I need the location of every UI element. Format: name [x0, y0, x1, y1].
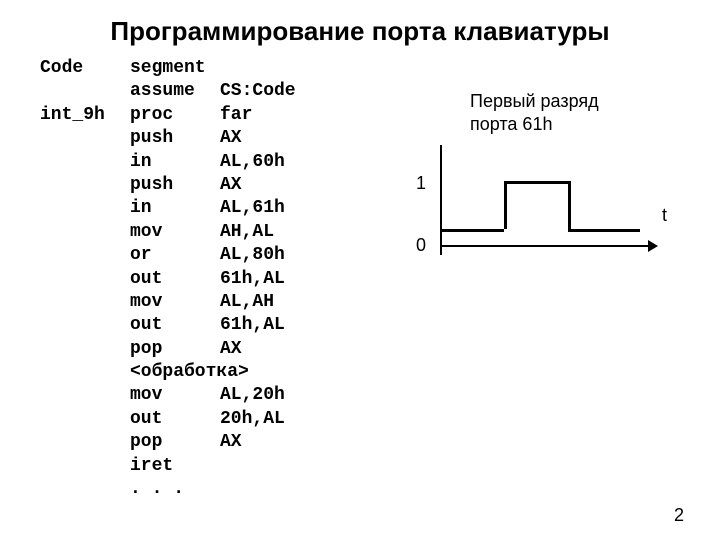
code-op: or: [130, 244, 220, 267]
code-arg: 61h,AL: [220, 268, 285, 291]
code-arg: AL,20h: [220, 384, 285, 407]
code-op: iret: [130, 455, 220, 478]
code-arg: AH,AL: [220, 221, 274, 244]
code-op: out: [130, 408, 220, 431]
code-arg: 20h,AL: [220, 408, 285, 431]
code-line: popAX: [40, 431, 680, 454]
code-op: in: [130, 197, 220, 220]
code-op: in: [130, 151, 220, 174]
y-tick-low: 0: [416, 235, 426, 256]
page-number: 2: [674, 505, 684, 526]
code-op: . . .: [130, 478, 220, 501]
code-line: Codesegment: [40, 57, 680, 80]
waveform-segment: [504, 181, 568, 184]
code-arg: AL,60h: [220, 151, 285, 174]
code-line: out61h,AL: [40, 314, 680, 337]
code-label: Code: [40, 57, 130, 80]
code-op: out: [130, 268, 220, 291]
code-op: pop: [130, 338, 220, 361]
code-op: segment: [130, 57, 220, 80]
code-arg: 61h,AL: [220, 314, 285, 337]
code-line: movAL,AH: [40, 291, 680, 314]
code-line: out20h,AL: [40, 408, 680, 431]
code-line: popAX: [40, 338, 680, 361]
code-op: assume: [130, 80, 220, 103]
diagram-caption: Первый разряд порта 61h: [410, 90, 680, 135]
page-title: Программирование порта клавиатуры: [40, 16, 680, 47]
code-line: iret: [40, 455, 680, 478]
code-op: pop: [130, 431, 220, 454]
y-axis: [440, 145, 442, 255]
code-op: proc: [130, 104, 220, 127]
code-line: movAL,20h: [40, 384, 680, 407]
code-line: <обработка>: [40, 361, 680, 384]
x-axis-arrow-icon: [648, 240, 658, 252]
code-label: int_9h: [40, 104, 130, 127]
x-axis: [440, 245, 650, 247]
code-arg: AL,61h: [220, 197, 285, 220]
code-op: out: [130, 314, 220, 337]
diagram-caption-line2: порта 61h: [470, 114, 552, 134]
code-arg: CS:Code: [220, 80, 296, 103]
waveform-segment: [504, 181, 507, 229]
code-op: push: [130, 127, 220, 150]
waveform-segment: [440, 229, 504, 232]
code-arg: AX: [220, 431, 242, 454]
timing-diagram: Первый разряд порта 61h 1 0 t: [410, 90, 680, 290]
y-tick-high: 1: [416, 173, 426, 194]
code-arg: AL,AH: [220, 291, 274, 314]
code-arg: AX: [220, 127, 242, 150]
waveform-segment: [568, 229, 640, 232]
code-op: mov: [130, 291, 220, 314]
code-arg: AX: [220, 338, 242, 361]
code-op: <обработка>: [130, 361, 220, 384]
code-op: mov: [130, 221, 220, 244]
diagram-canvas: 1 0 t: [440, 145, 680, 265]
code-arg: AL,80h: [220, 244, 285, 267]
code-arg: AX: [220, 174, 242, 197]
diagram-caption-line1: Первый разряд: [470, 91, 599, 111]
code-op: mov: [130, 384, 220, 407]
x-axis-label: t: [662, 205, 667, 226]
code-line: . . .: [40, 478, 680, 501]
code-arg: far: [220, 104, 252, 127]
waveform-segment: [568, 181, 571, 229]
code-op: push: [130, 174, 220, 197]
